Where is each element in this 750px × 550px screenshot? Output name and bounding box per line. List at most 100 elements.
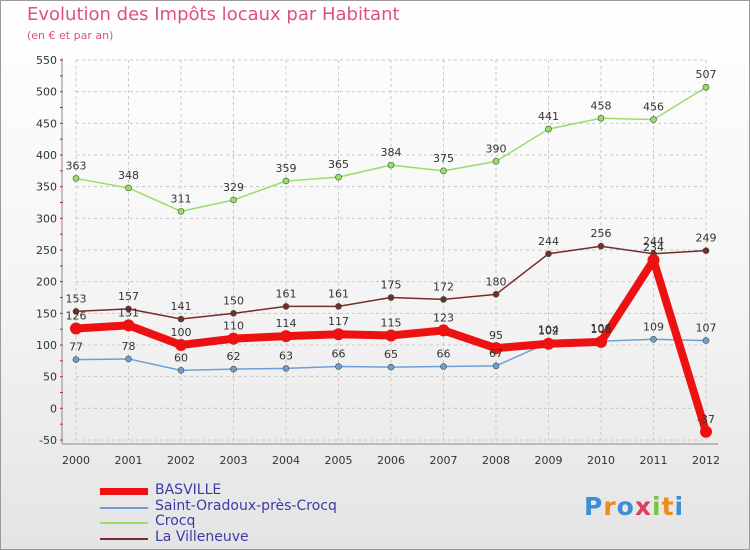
data-point (72, 308, 80, 315)
data-label: 507 (696, 68, 717, 81)
data-point (387, 363, 395, 371)
x-tick-label: 2012 (692, 454, 720, 467)
data-point (177, 367, 185, 374)
data-point (492, 362, 500, 370)
data-label: 114 (276, 317, 297, 330)
y-tick-label: 250 (36, 244, 57, 257)
data-point (72, 356, 80, 363)
legend-swatch (100, 488, 148, 495)
data-point (280, 330, 292, 343)
data-label: 107 (696, 322, 717, 335)
data-label: 329 (223, 181, 244, 194)
data-point (702, 247, 710, 254)
data-point (230, 310, 237, 317)
data-point (335, 173, 342, 181)
data-label: 150 (223, 294, 244, 307)
data-label: 456 (643, 101, 664, 114)
data-label: 375 (433, 152, 454, 165)
data-point (230, 196, 237, 204)
data-label: 359 (276, 162, 297, 175)
x-tick-label: 2004 (272, 454, 300, 467)
data-label: -37 (697, 413, 715, 426)
data-point (387, 294, 395, 301)
y-tick-label: 150 (36, 307, 57, 320)
data-label: 78 (122, 340, 136, 353)
x-tick-label: 2005 (325, 454, 353, 467)
data-label: 126 (66, 310, 87, 323)
data-label: 441 (538, 110, 559, 123)
data-label: 256 (591, 227, 612, 240)
data-point (545, 125, 552, 133)
data-point (125, 184, 132, 192)
y-tick-label: 550 (36, 54, 57, 67)
data-label: 104 (538, 323, 559, 336)
data-point (177, 315, 185, 323)
data-label: 123 (433, 311, 454, 324)
data-label: 115 (381, 317, 402, 330)
data-label: 102 (538, 325, 559, 338)
data-label: 363 (66, 159, 87, 172)
legend-swatch (100, 522, 148, 524)
data-point (702, 83, 710, 91)
data-label: 66 (332, 348, 346, 361)
data-point (440, 363, 447, 370)
data-label: 62 (227, 350, 241, 363)
x-tick-label: 2011 (640, 454, 668, 467)
data-point (70, 322, 82, 335)
chart-subtitle: (en € et par an) (27, 29, 114, 42)
data-label: 117 (328, 315, 349, 328)
data-label: 244 (538, 235, 559, 248)
data-point (282, 177, 290, 185)
data-label: 63 (279, 349, 293, 362)
data-point (650, 116, 657, 123)
data-point (230, 365, 237, 373)
data-point (177, 208, 185, 215)
data-point (125, 305, 132, 313)
data-label: 77 (69, 341, 83, 354)
data-label: 365 (328, 158, 349, 171)
chart-title: Evolution des Impôts locaux par Habitant (27, 4, 400, 25)
legend-swatch (100, 538, 148, 540)
data-point (545, 250, 552, 258)
x-tick-label: 2000 (62, 454, 90, 467)
data-point (702, 337, 710, 344)
y-tick-label: 350 (36, 181, 57, 194)
x-tick-label: 2009 (535, 454, 563, 467)
x-tick-label: 2002 (167, 454, 195, 467)
y-tick-label: 450 (36, 117, 57, 130)
y-tick-label: 400 (36, 149, 57, 162)
data-label: 109 (643, 320, 664, 333)
data-point (647, 254, 660, 267)
data-label: 390 (486, 142, 507, 155)
data-label: 244 (643, 235, 664, 248)
y-tick-label: 50 (43, 371, 57, 384)
x-tick-label: 2003 (220, 454, 248, 467)
data-label: 161 (328, 287, 349, 300)
data-label: 348 (118, 169, 139, 182)
y-tick-label: 0 (50, 402, 57, 415)
data-label: 141 (171, 300, 192, 313)
data-point (440, 296, 447, 303)
data-point (385, 329, 397, 342)
y-tick-label: 100 (36, 339, 57, 352)
data-point (282, 365, 290, 372)
data-point (282, 303, 290, 310)
y-tick-label: 300 (36, 212, 57, 225)
data-point (597, 114, 605, 122)
x-tick-label: 2001 (115, 454, 143, 467)
legend-label: La Villeneuve (155, 529, 249, 545)
data-label: 249 (696, 232, 717, 245)
data-point (332, 328, 345, 341)
data-point (597, 242, 605, 250)
data-label: 106 (591, 322, 612, 335)
legend-label: Saint-Oradoux-près-Crocq (155, 498, 337, 514)
data-label: 172 (433, 280, 454, 293)
data-label: 153 (66, 292, 87, 305)
legend-label: Crocq (155, 513, 196, 529)
data-label: 100 (171, 326, 192, 339)
data-point (492, 291, 500, 298)
data-point (387, 161, 395, 169)
legend-swatch (100, 507, 148, 509)
data-point (437, 324, 450, 337)
data-point (72, 175, 80, 182)
